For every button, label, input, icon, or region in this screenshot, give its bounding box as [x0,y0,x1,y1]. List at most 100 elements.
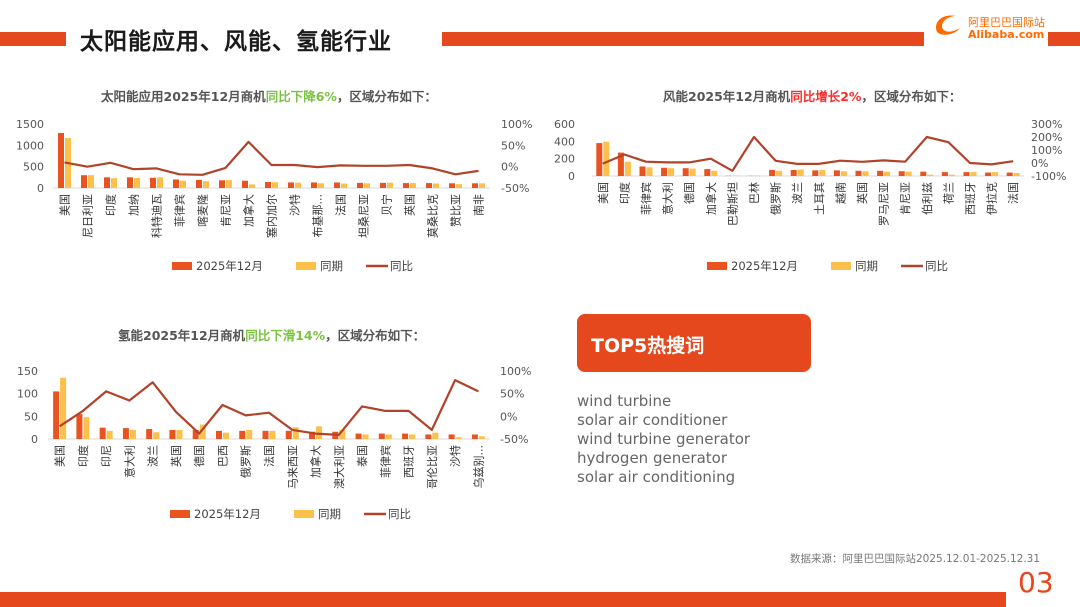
y2-tick-label: 300% [1031,118,1062,131]
bar-previous [410,183,416,188]
bar-current [448,434,455,439]
category-label: 伯利兹 [920,182,934,215]
category-label: 法国 [334,194,348,216]
bar-previous [364,183,370,188]
bar-current [219,180,225,188]
y2-tick-label: 0% [501,161,518,174]
bar-previous [385,434,392,439]
bar-previous [176,429,183,439]
y2-tick-label: 50% [500,388,524,401]
y-tick-label: 0 [31,433,38,446]
bar-previous [409,434,416,439]
y-tick-label: 100 [17,388,38,401]
category-label: 肯尼亚 [220,194,233,227]
bar-previous [970,172,977,176]
category-label: 沙特 [288,194,302,216]
category-label: 加纳 [128,194,141,216]
bar-current [661,167,668,176]
chart-legend: 2025年12月 同期 同比 [707,259,948,273]
category-label: 加拿大 [704,182,718,215]
keyword-item: wind turbine generator [577,430,751,448]
bar-current [311,182,317,188]
keyword-item: solar air conditioning [577,468,736,486]
wind-title-pre: 风能2025年12月商机 [663,89,791,104]
bar-current [169,429,176,439]
bar-previous [246,429,253,439]
hydrogen-chart: 150 100 50 0 100% 50% 0% -50% 美国 印度 印尼 意大利 波兰 英国 德国 巴西俄… [17,365,531,521]
solar-title-pre: 太阳能应用2025年12月商机 [101,89,266,104]
bar-current [596,143,603,176]
bar-current [309,431,316,439]
category-label: 喀麦隆 [196,194,210,227]
bar-previous [776,170,783,176]
bar-previous [797,169,804,176]
y-tick-label: 400 [554,135,575,148]
wind-chart: 600 400 200 0 300%200%100%0%-100% 美国 印度 菲律宾 意大利德… [554,118,1066,273]
category-label: 马来西亚 [286,445,299,489]
category-label: 西班牙 [403,445,416,478]
bar-current [265,182,271,188]
category-label: 莫桑比克 [427,194,440,238]
category-label: 印度 [76,445,90,467]
bar-current [76,414,83,439]
bar-previous [905,171,912,176]
bar-previous [603,141,610,176]
bar-previous [456,184,462,188]
category-label: 哥伦比亚 [425,445,439,489]
bar-current [378,433,385,439]
solar-title-post: ，区域分布如下： [336,89,437,104]
bar-current [472,183,478,188]
bar-previous [862,171,869,176]
yoy-line [58,379,479,437]
bar-current [898,171,905,176]
legend-label: 同期 [855,259,878,273]
category-label: 越南 [833,182,847,204]
bar-current [239,430,246,439]
legend-swatch [172,262,192,270]
alibaba-logo: 阿里巴巴国际站 Alibaba.com [930,10,1050,44]
y-tick-label: 1500 [16,118,44,131]
legend-swatch [296,262,316,270]
legend-label: 2025年12月 [194,507,261,521]
bar-previous [341,183,347,188]
bar-previous [432,432,439,439]
category-label: 意大利 [122,445,136,478]
category-label: 波兰 [147,445,160,467]
legend-label: 同比 [390,259,413,273]
category-label: 罗马尼亚 [878,182,891,226]
bar-current [146,429,153,439]
y-tick-label: 500 [23,161,44,174]
y2-tick-label: 200% [1031,131,1062,144]
category-label: 贝宁 [380,194,394,216]
bar-current [471,434,478,439]
bar-previous [668,168,675,176]
keyword-item: solar air conditioner [577,411,728,429]
category-label: 南非 [473,194,486,216]
bar-previous [624,161,631,176]
category-label: 沙特 [448,445,462,467]
bar-previous [819,169,826,176]
bar-current [769,169,776,176]
category-label: 巴勒斯坦 [725,182,739,226]
category-label: 土耳其 [813,182,826,215]
y-tick-label: 150 [17,365,38,378]
bar-previous [83,417,90,439]
bar-previous [199,424,206,439]
bar-current [242,180,248,188]
bar-current [790,169,797,176]
bar-current [855,170,862,176]
hydrogen-title-post: ，区域分布如下： [325,328,426,343]
y-tick-label: 50 [24,410,38,423]
category-label: 巴西 [216,445,229,467]
chart-legend: 2025年12月 同期 同比 [170,507,411,521]
category-label: 英国 [855,182,869,204]
legend-label: 同比 [388,507,411,521]
bar-current [355,433,362,439]
bar-previous [927,174,934,176]
bar-previous [318,183,324,188]
y-tick-label: 600 [554,118,575,131]
category-label: 美国 [54,445,67,467]
bar-current [122,428,129,439]
hydrogen-title-pre: 氢能2025年12月商机 [118,328,246,343]
top5-title: TOP5热搜词 [591,335,705,357]
